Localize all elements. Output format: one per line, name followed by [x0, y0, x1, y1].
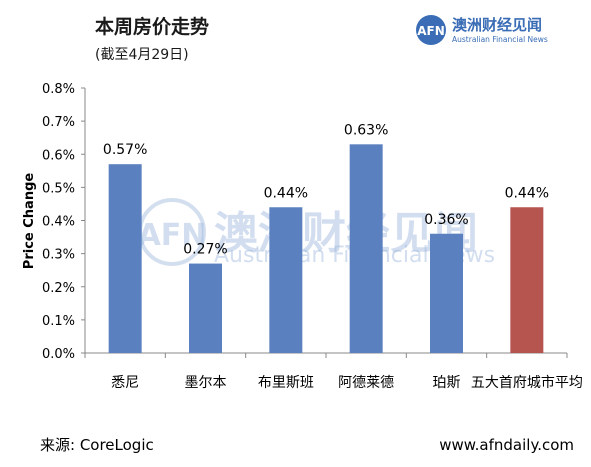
- watermark-logo-text: AFN: [138, 218, 207, 253]
- bars: [108, 144, 544, 353]
- category-labels: 悉尼 墨尔本 布里斯班 阿德莱德 珀斯 五大首府城市平均: [111, 374, 583, 391]
- y-tick-label: 0.6%: [42, 148, 75, 163]
- category-label: 五大首府城市平均: [471, 374, 583, 391]
- data-label: 0.36%: [424, 212, 468, 228]
- category-label: 墨尔本: [185, 375, 227, 391]
- source-note: 来源: CoreLogic: [40, 436, 154, 454]
- y-tick-label: 0.7%: [42, 115, 75, 130]
- brand-logo-text: AFN: [417, 24, 445, 38]
- category-label: 阿德莱德: [338, 375, 394, 391]
- y-tick-label: 0.5%: [42, 181, 75, 196]
- bar: [189, 263, 222, 353]
- x-axis-ticks: [84, 353, 568, 358]
- y-tick-label: 0.4%: [42, 215, 75, 230]
- data-label: 0.44%: [505, 185, 549, 201]
- data-label: 0.27%: [183, 242, 227, 258]
- data-labels: 0.57% 0.27% 0.44% 0.63% 0.36% 0.44%: [103, 122, 549, 257]
- category-label: 珀斯: [433, 375, 461, 391]
- bar: [269, 207, 303, 353]
- category-label: 悉尼: [111, 375, 139, 391]
- bar: [510, 207, 544, 353]
- y-axis-ticks: 0.0% 0.1% 0.2% 0.3% 0.4% 0.5% 0.6% 0.7% 0.8%: [42, 82, 85, 362]
- y-tick-label: 0.1%: [42, 314, 75, 329]
- brand-logo-circle: [416, 15, 446, 45]
- data-label: 0.44%: [264, 185, 308, 201]
- bar: [108, 164, 142, 353]
- bar: [430, 233, 463, 353]
- website-url: www.afndaily.com: [439, 436, 574, 454]
- y-tick-label: 0.0%: [42, 347, 75, 362]
- y-tick-label: 0.3%: [42, 248, 75, 263]
- data-label: 0.57%: [103, 142, 147, 158]
- chart-title: 本周房价走势: [95, 15, 209, 38]
- y-tick-label: 0.8%: [42, 82, 75, 97]
- category-label: 布里斯班: [258, 375, 314, 391]
- chart-subtitle: (截至4月29日): [95, 47, 189, 63]
- brand-name-cn: 澳洲财经见闻: [452, 16, 542, 34]
- brand-logo: AFN 澳洲财经见闻 Australian Financial News: [416, 15, 548, 45]
- y-axis-label: Price Change: [22, 173, 37, 270]
- y-tick-label: 0.2%: [42, 281, 75, 296]
- brand-name-en: Australian Financial News: [452, 35, 548, 44]
- data-label: 0.63%: [344, 122, 388, 138]
- bar: [349, 144, 383, 353]
